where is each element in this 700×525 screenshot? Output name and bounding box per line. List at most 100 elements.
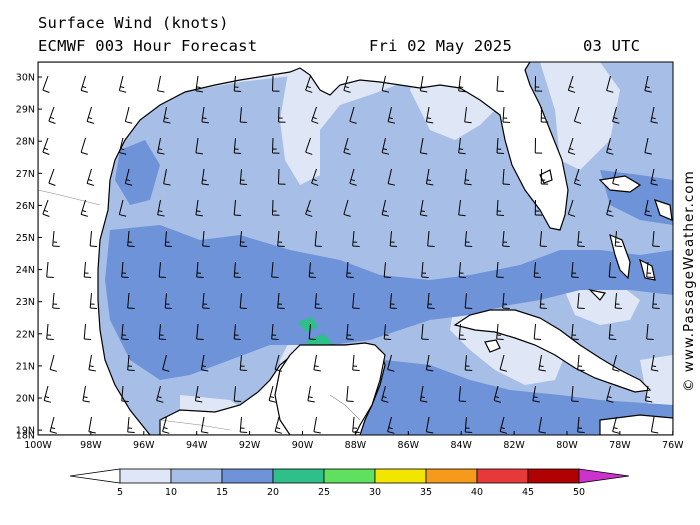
wind-barb: [652, 230, 660, 248]
wind-barb: [311, 106, 319, 124]
wind-barb: [567, 199, 576, 217]
lat-label: 26N: [16, 201, 35, 212]
wind-barb: [271, 199, 280, 216]
wind-barb: [163, 106, 171, 124]
wind-barb: [538, 416, 546, 434]
wind-barb: [277, 230, 285, 248]
wind-barb: [650, 416, 659, 434]
wind-barb: [458, 75, 466, 93]
wind-barb: [194, 385, 203, 403]
wind-barb: [387, 416, 395, 434]
wind-barb: [196, 261, 204, 279]
wind-barb: [458, 323, 467, 341]
wind-barb: [314, 230, 323, 248]
lon-label: 90W: [292, 440, 314, 451]
wind-barb: [425, 168, 434, 186]
wind-barb: [577, 292, 585, 310]
wind-barb: [381, 75, 390, 93]
wind-barb: [458, 385, 467, 403]
lat-label: 19N: [16, 426, 35, 437]
yucatan-peninsula: [274, 342, 386, 435]
wind-barb: [427, 230, 435, 248]
wind-barb: [201, 106, 209, 124]
lon-label: 78W: [609, 440, 631, 451]
wind-barb: [499, 354, 508, 372]
lat-label: 30N: [16, 73, 35, 84]
wind-barb: [127, 416, 135, 434]
wind-barb: [158, 323, 167, 341]
wind-barb: [343, 199, 351, 217]
wind-barb: [496, 75, 504, 92]
wind-barb: [305, 137, 313, 155]
wind-barb: [124, 168, 133, 186]
wind-barb: [496, 261, 504, 279]
lon-label: 76W: [662, 440, 684, 451]
cuba-island: [453, 309, 652, 393]
wind-barb: [419, 137, 428, 155]
wind-barb: [608, 261, 617, 279]
lat-label: 20N: [16, 394, 35, 405]
wind-barb: [533, 323, 542, 341]
lat-label: 25N: [16, 233, 35, 244]
colorbar-swatch: [221, 468, 274, 484]
wind-barb: [195, 137, 203, 155]
forecast-time: 03 UTC: [583, 37, 641, 55]
wind-barb: [162, 416, 170, 434]
wind-barb: [502, 292, 510, 310]
wind-barb: [86, 106, 94, 124]
wind-barb: [496, 323, 504, 341]
wind-barb: [534, 199, 543, 216]
wind-barb: [349, 106, 357, 124]
lon-label: 94W: [186, 440, 208, 451]
lon-label: 84W: [450, 440, 472, 451]
wind-barb: [534, 75, 543, 92]
wind-barb: [538, 354, 546, 372]
wind-barb: [352, 292, 360, 310]
wind-barb: [89, 230, 98, 248]
wind-barb: [567, 137, 576, 155]
forecast-model: ECMWF 003 Hour Forecast: [38, 37, 258, 55]
wind-barb: [308, 261, 317, 279]
lat-label: 21N: [16, 361, 35, 372]
wind-barb: [499, 416, 508, 434]
colorbar-label: 35: [420, 487, 432, 498]
wind-barb: [239, 106, 248, 124]
colorbar-label: 50: [573, 487, 585, 498]
wind-barb: [202, 230, 210, 248]
wind-barb: [127, 292, 135, 310]
wind-barb: [314, 292, 323, 310]
wind-barb: [644, 75, 652, 93]
wind-barb: [313, 416, 321, 434]
wind-barb: [387, 106, 396, 124]
wind-barb: [383, 261, 392, 279]
wind-barb: [425, 106, 434, 124]
wind-barb: [464, 168, 472, 186]
wind-barb: [381, 385, 389, 403]
wind-barb: [387, 354, 395, 372]
wind-barb: [425, 354, 434, 372]
wind-barb: [307, 385, 315, 403]
wind-barb: [577, 416, 585, 434]
colorbar-label: 45: [522, 487, 534, 498]
credit-text: © www.PassageWeather.com: [681, 170, 697, 392]
wind-barb: [239, 168, 248, 186]
colorbar-swatch: [374, 468, 427, 484]
wind-barb: [352, 230, 360, 248]
wind-barb: [421, 261, 429, 279]
forecast-date: Fri 02 May 2025: [369, 37, 512, 55]
wind-barb: [46, 323, 54, 341]
colorbar-label: 25: [318, 487, 330, 498]
wind-barb: [606, 385, 614, 403]
wind-barb: [124, 106, 133, 124]
wind-barb: [425, 416, 434, 434]
lon-label: 88W: [345, 440, 367, 451]
wind-barb: [196, 323, 204, 341]
wind-barb: [80, 199, 88, 217]
colorbar-label: 20: [267, 487, 279, 498]
lat-label: 27N: [16, 169, 35, 180]
map-panel: [38, 62, 673, 435]
wind-barb: [274, 354, 283, 372]
wind-barb: [573, 106, 582, 124]
lat-label: 23N: [16, 297, 35, 308]
